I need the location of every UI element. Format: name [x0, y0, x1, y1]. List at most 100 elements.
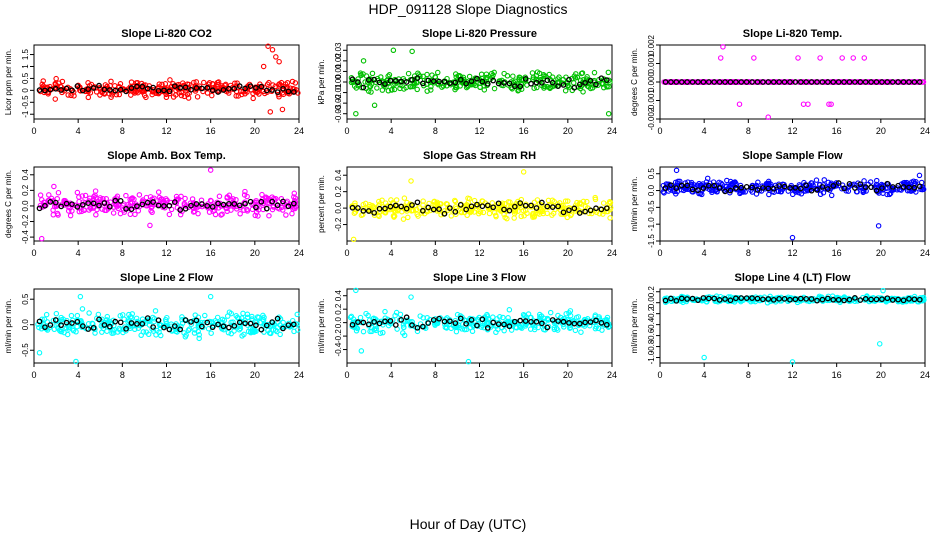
mean-point	[668, 182, 674, 189]
y-tick-label: 0.5	[21, 72, 30, 84]
data-point	[374, 85, 380, 91]
mean-point	[733, 295, 739, 302]
mean-point	[700, 295, 707, 301]
mean-point	[803, 296, 810, 302]
mean-point	[409, 202, 415, 208]
data-point	[63, 324, 70, 331]
mean-point	[662, 297, 669, 304]
mean-point	[69, 201, 75, 208]
y-tick-label: -0.03	[334, 104, 343, 123]
mean-point	[705, 182, 712, 189]
mean-point	[436, 315, 442, 322]
data-point	[62, 198, 69, 204]
mean-point	[209, 324, 216, 331]
mean-point	[134, 320, 140, 327]
mean-point	[144, 315, 151, 321]
data-point-outlier	[720, 44, 726, 50]
data-point	[351, 83, 358, 89]
mean-point	[582, 79, 589, 86]
panel-title: Slope Line 4 (LT) Flow	[735, 272, 851, 284]
data-point	[47, 83, 53, 90]
data-point	[709, 79, 715, 85]
x-tick-label: 8	[746, 126, 751, 136]
mean-point	[787, 79, 793, 85]
data-point	[180, 80, 186, 86]
y-tick-label: 0.2	[334, 186, 343, 198]
y-tick-label: 0.001	[647, 53, 656, 74]
y-tick-label: 0.4	[334, 290, 343, 302]
data-point	[352, 200, 358, 206]
data-point	[592, 194, 598, 201]
mean-point	[566, 76, 572, 83]
data-point	[861, 178, 867, 184]
data-point	[573, 314, 580, 321]
mean-point	[468, 317, 475, 323]
x-tick-label: 4	[389, 126, 394, 136]
x-tick-label: 16	[519, 370, 529, 380]
panel-title: Slope Li-820 CO2	[121, 28, 211, 40]
mean-point	[447, 205, 453, 211]
data-point	[126, 311, 132, 318]
x-tick-label: 12	[787, 370, 797, 380]
data-point	[522, 77, 529, 84]
data-point	[56, 327, 63, 333]
data-point	[291, 328, 297, 335]
mean-point	[468, 203, 475, 210]
data-point	[68, 92, 74, 99]
mean-point	[716, 185, 723, 191]
data-point	[514, 203, 520, 210]
data-point	[507, 199, 513, 205]
mean-point	[539, 79, 545, 86]
mean-point	[365, 321, 372, 328]
mean-point	[528, 318, 534, 325]
mean-point	[673, 185, 680, 192]
y-tick-label: -1.0	[647, 217, 656, 231]
mean-point	[457, 76, 464, 83]
mean-point	[743, 79, 750, 85]
data-point	[870, 79, 877, 85]
mean-point	[906, 295, 912, 302]
data-point	[201, 319, 207, 326]
mean-point	[760, 185, 766, 191]
data-point	[605, 69, 612, 76]
mean-point	[533, 79, 540, 86]
data-point	[251, 199, 257, 205]
data-point	[729, 180, 735, 187]
data-point	[491, 85, 498, 92]
data-point	[150, 87, 157, 93]
data-point	[53, 75, 59, 82]
data-point	[394, 207, 401, 214]
mean-point	[226, 324, 232, 331]
mean-point	[101, 200, 108, 206]
mean-point	[490, 77, 497, 84]
mean-point	[484, 202, 491, 209]
data-point	[453, 328, 460, 335]
data-point	[808, 180, 815, 186]
mean-point	[684, 296, 691, 302]
mean-point	[463, 320, 469, 327]
x-tick-label: 20	[563, 126, 573, 136]
mean-point	[722, 188, 728, 195]
data-point	[77, 87, 83, 93]
data-point	[163, 320, 170, 327]
mean-point	[112, 318, 119, 325]
y-tick-label: 0.2	[647, 286, 656, 298]
y-axis-label: kPa per min.	[317, 60, 326, 105]
mean-point	[576, 81, 583, 88]
mean-point	[414, 75, 421, 81]
mean-point	[906, 79, 912, 85]
mean-point	[852, 185, 858, 191]
data-point	[441, 207, 448, 214]
mean-point	[198, 323, 205, 330]
data-point	[67, 212, 74, 219]
data-point	[348, 313, 355, 320]
data-point	[73, 329, 79, 335]
mean-point	[484, 325, 491, 331]
data-point-outlier	[765, 114, 771, 120]
mean-point	[155, 202, 162, 209]
data-point	[813, 177, 820, 183]
mean-point	[144, 199, 151, 206]
y-tick-label: 0.4	[21, 169, 30, 181]
data-point	[86, 310, 92, 316]
mean-point	[587, 207, 594, 214]
